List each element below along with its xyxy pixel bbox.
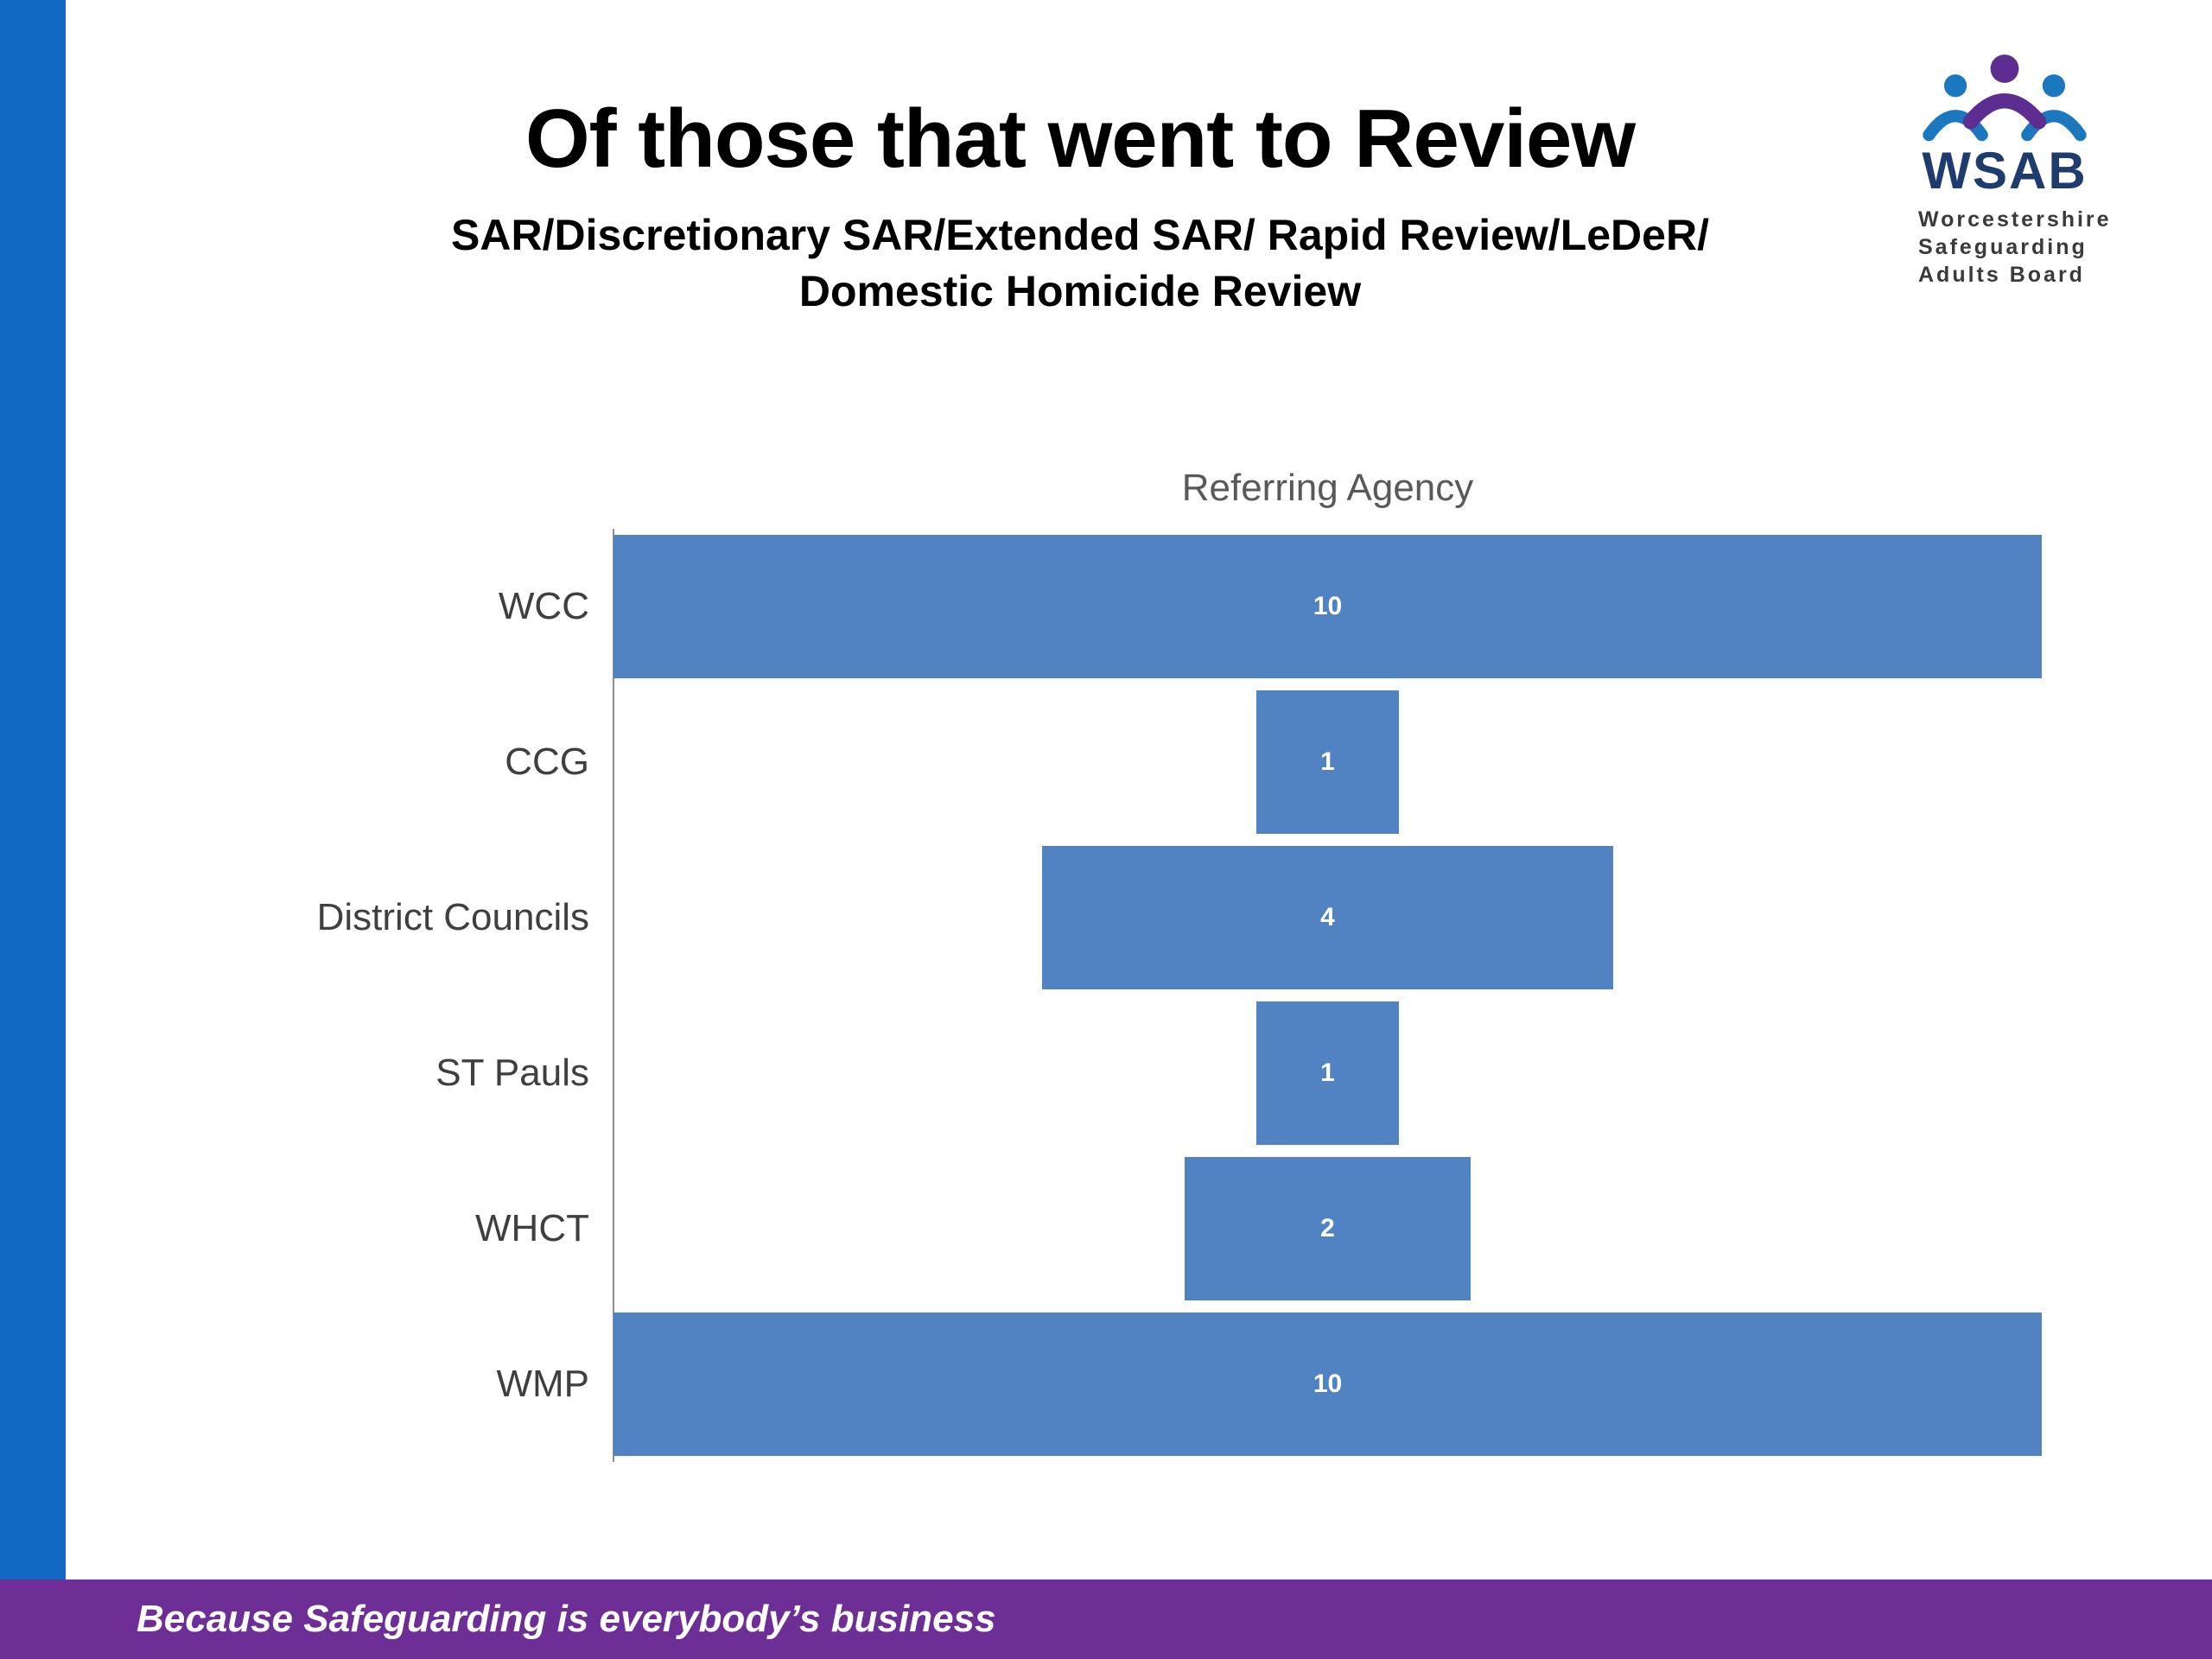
chart-title: Referring Agency [1181, 467, 1474, 509]
logo-org-line-1: Worcestershire [1918, 207, 2112, 232]
bar-value-label: 1 [1320, 1058, 1335, 1087]
chart-row: WCC 10 [216, 529, 2042, 684]
subtitle-line-2: Domestic Homicide Review [798, 266, 1362, 315]
category-label: ST Pauls [435, 1052, 589, 1094]
slide-subtitle: SAR/Discretionary SAR/Extended SAR/ Rapi… [147, 207, 2013, 320]
referring-agency-chart: Referring Agency WCC 10 CCG 1 District Counc… [216, 467, 2042, 1469]
bar: 4 [1041, 846, 1614, 989]
chart-row: WMP 10 [216, 1306, 2042, 1462]
footer-tagline: Because Safeguarding is everybody’s busi… [137, 1598, 996, 1640]
bar-value-label: 10 [1313, 592, 1343, 620]
subtitle-line-1: SAR/Discretionary SAR/Extended SAR/ Rapi… [451, 210, 1709, 259]
bar: 1 [1255, 1001, 1400, 1145]
bar-value-label: 2 [1320, 1214, 1335, 1243]
logo-org-line-2: Safeguarding [1918, 235, 2088, 259]
chart-row: District Councils 4 [216, 840, 2042, 995]
chart-row: CCG 1 [216, 684, 2042, 840]
logo-org-name: Worcestershire Safeguarding Adults Board [1892, 206, 2117, 289]
bar-value-label: 10 [1313, 1370, 1343, 1398]
chart-rows: WCC 10 CCG 1 District Councils 4 ST Pauls 1 WHCT… [216, 529, 2042, 1462]
plot-cell: 1 [613, 684, 2042, 840]
logo-org-line-3: Adults Board [1918, 263, 2085, 287]
category-label: WMP [496, 1363, 589, 1405]
chart-row: ST Pauls 1 [216, 995, 2042, 1151]
plot-cell: 10 [613, 1306, 2042, 1462]
category-label: WHCT [475, 1207, 589, 1249]
people-icon [1923, 54, 2087, 142]
plot-cell: 2 [613, 1151, 2042, 1306]
logo-acronym: WSAB [1922, 142, 2088, 200]
bar-value-label: 1 [1320, 747, 1335, 776]
bar-value-label: 4 [1320, 903, 1335, 931]
bar: 10 [613, 535, 2042, 678]
plot-cell: 1 [613, 995, 2042, 1151]
plot-cell: 10 [613, 529, 2042, 684]
category-label: District Councils [316, 896, 589, 938]
category-label: WCC [498, 585, 589, 627]
y-axis-line [613, 529, 614, 1462]
plot-cell: 4 [613, 840, 2042, 995]
chart-row: WHCT 2 [216, 1151, 2042, 1306]
slide-title: Of those that went to Review [524, 92, 1636, 185]
category-label: CCG [505, 741, 589, 783]
left-accent-stripe [0, 0, 66, 1580]
bar: 10 [613, 1313, 2042, 1456]
bar: 1 [1255, 690, 1400, 834]
title-block: Of those that went to Review SAR/Discret… [147, 93, 2013, 320]
footer-banner: Because Safeguarding is everybody’s busi… [0, 1580, 2212, 1659]
bar: 2 [1185, 1157, 1471, 1300]
wsab-logo: WSAB Worcestershire Safeguarding Adults … [1892, 54, 2117, 289]
